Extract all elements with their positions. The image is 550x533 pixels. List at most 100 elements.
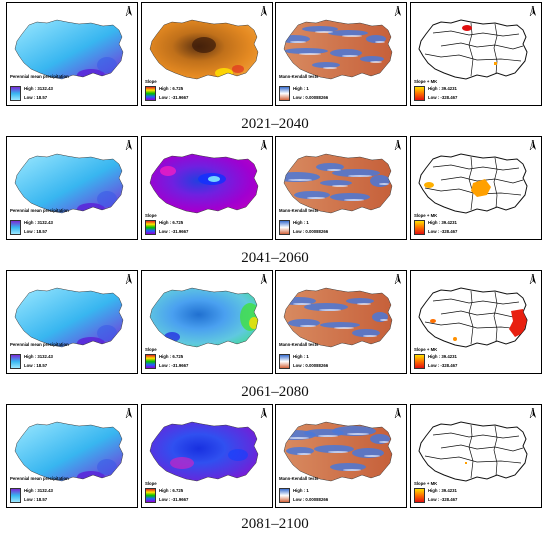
- legend-high-value: High : 6.725: [159, 220, 184, 225]
- legend-slopemk: Slope + MK High : 39.4231 Low : -328.467: [414, 213, 504, 236]
- legend-high-value: High : 3132.43: [24, 86, 53, 91]
- legend-color-ramp: [414, 354, 425, 369]
- north-arrow-icon: N: [260, 6, 268, 20]
- positive-trend-patch: [294, 191, 330, 199]
- legend-slope: Slope High : 6.725 Low : -31.9667: [145, 347, 235, 370]
- positive-trend-patch: [328, 30, 368, 36]
- legend-low-value: Low : -328.467: [428, 497, 458, 502]
- north-arrow-icon: N: [125, 408, 133, 422]
- subregion-boundary: [424, 53, 522, 62]
- legend-mk: Mann-Kendall tests High : 1 Low : 0.000882…: [279, 342, 369, 370]
- legend-high-value: High : 6.725: [159, 354, 184, 359]
- positive-trend-patch: [304, 303, 348, 311]
- legend-color-ramp: [279, 488, 290, 503]
- mk-surface: [284, 20, 392, 79]
- period-row: Perennial mean precipitation High : 3132.…: [6, 404, 544, 510]
- north-arrow-icon: N: [394, 140, 402, 154]
- legend-slope: Slope High : 6.725 Low : -31.9667: [145, 79, 235, 102]
- north-arrow-icon: N: [125, 140, 133, 154]
- legend-low-value: Low : 0.00088266: [293, 95, 329, 100]
- legend-high-value: High : 3132.43: [24, 354, 53, 359]
- subregion-boundary: [432, 30, 520, 37]
- map-panel-mk: Mann-Kendall tests High : 1 Low : 0.000882…: [275, 270, 407, 374]
- legend-color-ramp: [10, 488, 21, 503]
- precipitation-surface: [15, 20, 123, 79]
- legend-slopemk: Slope + MK High : 39.4231 Low : -328.467: [414, 79, 504, 102]
- legend-high-value: High : 39.4231: [428, 86, 457, 91]
- legend-high-value: High : 39.4231: [428, 488, 457, 493]
- precipitation-surface: [15, 422, 123, 481]
- legend-high-value: High : 1: [293, 488, 309, 493]
- subregion-boundary: [493, 23, 498, 75]
- legend-high-value: High : 39.4231: [428, 220, 457, 225]
- north-arrow-icon: N: [394, 408, 402, 422]
- legend-title: Mann-Kendall tests: [279, 208, 319, 213]
- legend-low-value: Low : 0.00088266: [293, 229, 329, 234]
- positive-trend-patch: [320, 322, 360, 328]
- legend-color-ramp: [145, 488, 156, 503]
- legend-low-value: Low : -328.467: [428, 95, 458, 100]
- positive-trend-patch: [284, 48, 328, 54]
- period-row: Perennial mean precipitation High : 3132.…: [6, 136, 544, 242]
- precipitation-surface: [15, 154, 123, 213]
- subregion-boundary: [440, 176, 524, 184]
- legend-color-ramp: [279, 86, 290, 101]
- slope-surface: [150, 288, 258, 347]
- positive-trend-patch: [330, 49, 362, 57]
- positive-trend-patch: [288, 319, 320, 327]
- legend-slopemk: Slope + MK High : 39.4231 Low : -328.467: [414, 481, 504, 504]
- map-panel-precip: Perennial mean precipitation High : 3132.…: [6, 136, 138, 240]
- significant-area: [424, 182, 434, 188]
- map-panel-precip: Perennial mean precipitation High : 3132.…: [6, 2, 138, 106]
- legend-low-value: Low : 18.57: [24, 363, 48, 368]
- positive-trend-patch: [314, 445, 354, 453]
- subregion-boundary: [424, 321, 522, 330]
- legend-low-value: Low : 18.57: [24, 95, 48, 100]
- legend-low-value: Low : -31.9667: [159, 229, 189, 234]
- positive-trend-patch: [346, 298, 374, 304]
- precipitation-surface: [15, 288, 123, 347]
- legend-title: Slope + MK: [414, 347, 438, 352]
- north-arrow-icon: N: [125, 274, 133, 288]
- north-arrow-icon: N: [529, 6, 537, 20]
- region-outline: [418, 287, 528, 348]
- positive-trend-patch: [302, 26, 338, 32]
- legend-low-value: Low : -31.9667: [159, 363, 189, 368]
- north-arrow-icon: N: [260, 408, 268, 422]
- legend-low-value: Low : 18.57: [24, 229, 48, 234]
- subregion-boundary: [468, 156, 474, 211]
- significant-area: [462, 25, 472, 31]
- subregion-boundary: [493, 157, 498, 209]
- legend-title: Slope: [145, 79, 157, 84]
- legend-title: Mann-Kendall tests: [279, 476, 319, 481]
- significant-area: [465, 462, 467, 464]
- legend-low-value: Low : -328.467: [428, 229, 458, 234]
- map-panel-mk: Mann-Kendall tests High : 1 Low : 0.000882…: [275, 404, 407, 508]
- legend-color-ramp: [145, 354, 156, 369]
- subregion-boundary: [432, 164, 520, 171]
- legend-low-value: Low : 18.57: [24, 497, 48, 502]
- legend-title: Mann-Kendall tests: [279, 342, 319, 347]
- north-arrow-icon: N: [394, 274, 402, 288]
- legend-title: Slope: [145, 481, 157, 486]
- legend-title: Slope: [145, 213, 157, 218]
- subregion-boundary: [468, 22, 474, 77]
- subregion-boundary: [440, 42, 524, 50]
- region-outline: [418, 421, 528, 482]
- subregion-boundary: [493, 291, 498, 343]
- map-panel-precip: Perennial mean precipitation High : 3132.…: [6, 404, 138, 508]
- period-label: 2021–2040: [241, 116, 309, 132]
- legend-precip: Perennial mean precipitation High : 3132.…: [10, 476, 100, 504]
- legend-color-ramp: [414, 220, 425, 235]
- north-arrow-icon: N: [394, 6, 402, 20]
- subregion-boundary: [468, 424, 474, 479]
- legend-low-value: Low : 0.00088266: [293, 497, 329, 502]
- positive-trend-patch: [316, 163, 344, 171]
- subregion-boundary: [424, 187, 522, 196]
- north-arrow-icon: N: [260, 274, 268, 288]
- region-outline: [418, 19, 528, 80]
- legend-color-ramp: [10, 220, 21, 235]
- legend-slopemk: Slope + MK High : 39.4231 Low : -328.467: [414, 347, 504, 370]
- legend-title: Perennial mean precipitation: [10, 342, 69, 347]
